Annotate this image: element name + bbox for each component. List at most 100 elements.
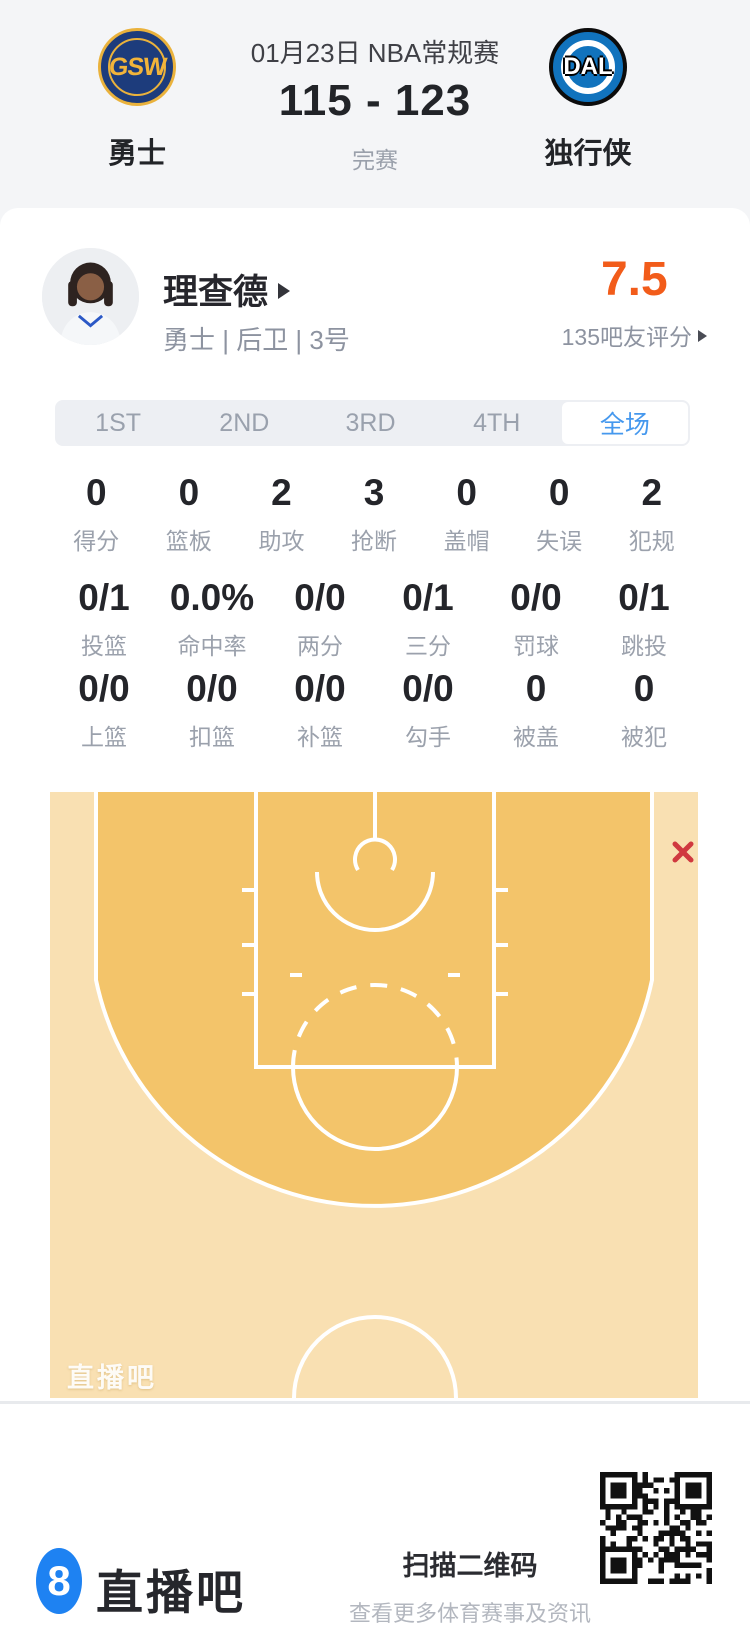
- avatar-photo: [42, 248, 139, 345]
- stat-value: 0/1: [78, 577, 130, 618]
- court-watermark: 直播吧: [67, 1363, 157, 1393]
- stat-points: 0 得分: [50, 474, 143, 556]
- stat-label: 跳投: [621, 633, 667, 659]
- player-name-row[interactable]: 理查德: [163, 264, 291, 315]
- stat-value: 0/0: [186, 668, 238, 709]
- home-team-abbr: GSW: [107, 52, 167, 81]
- stat-label: 投篮: [81, 633, 127, 659]
- stat-value: 0/0: [510, 577, 562, 618]
- stat-label: 两分: [297, 633, 343, 659]
- stat-label: 罚球: [513, 633, 559, 659]
- stat-label: 勾手: [405, 724, 451, 750]
- tab-4th[interactable]: 4TH: [473, 408, 521, 437]
- stat-putback: 0/0 补篮: [266, 670, 374, 752]
- stat-blocks: 0 盖帽: [420, 474, 513, 556]
- stat-label: 三分: [405, 633, 451, 659]
- stat-value: 0/0: [294, 668, 346, 709]
- stats-row-shooting: 0/1 投篮 0.0% 命中率 0/0 两分 0/1 三分 0/0 罚球 0/1 跳投: [50, 579, 698, 661]
- stat-label: 得分: [73, 528, 120, 554]
- away-team-abbr: DAL: [563, 53, 613, 80]
- dal-logo-ring: [561, 40, 615, 94]
- stat-fouled: 0 被犯: [590, 670, 698, 752]
- stat-jumpshot: 0/1 跳投: [590, 579, 698, 661]
- stat-steals: 3 抢断: [328, 474, 421, 556]
- stat-value: 0: [548, 472, 570, 513]
- scan-subtitle: 查看更多体育赛事及资讯: [348, 1601, 591, 1626]
- stat-label: 上篮: [81, 724, 127, 750]
- stat-ft: 0/0 罚球: [482, 579, 590, 661]
- stat-value: 0: [456, 472, 477, 513]
- stat-rebounds: 0 篮板: [143, 474, 236, 556]
- stat-label: 补篮: [297, 724, 343, 750]
- stat-value: 0.0%: [169, 577, 255, 618]
- tab-2nd[interactable]: 2ND: [219, 408, 270, 437]
- game-date-title: 01月23日 NBA常规赛: [250, 38, 500, 68]
- gsw-logo-ring: [108, 38, 166, 96]
- stat-value: 0: [178, 472, 200, 513]
- stat-value: 2: [641, 472, 663, 513]
- qr-code: [600, 1472, 712, 1584]
- brand-8-logo: 8: [36, 1548, 82, 1614]
- stat-label: 盖帽: [443, 528, 490, 554]
- stat-value: 3: [363, 472, 385, 513]
- home-team-name: 勇士: [107, 138, 166, 170]
- stats-row-shot-types: 0/0 上篮 0/0 扣篮 0/0 补篮 0/0 勾手 0 被盖 0 被犯: [50, 670, 698, 752]
- stat-label: 抢断: [351, 528, 398, 554]
- home-team-logo: GSW: [98, 28, 176, 106]
- stat-layup: 0/0 上篮: [50, 670, 158, 752]
- stat-hook: 0/0 勾手: [374, 670, 482, 752]
- miss-x-icon: [672, 841, 694, 863]
- stat-2pt: 0/0 两分: [266, 579, 374, 661]
- player-meta: 勇士 | 后卫 | 3号: [163, 325, 350, 355]
- tab-full-game[interactable]: 全场: [561, 402, 689, 444]
- rating-votes-label: 135吧友评分: [561, 324, 692, 350]
- game-score: 115 - 123: [278, 76, 472, 125]
- tab-1st[interactable]: 1ST: [95, 408, 142, 437]
- stat-value: 0/0: [294, 577, 346, 618]
- stat-value: 0/1: [402, 577, 454, 618]
- player-rating: 7.5: [600, 253, 668, 306]
- brand-name: 直播吧: [96, 1566, 246, 1619]
- player-stats-card: 理查德 勇士 | 后卫 | 3号 7.5 135吧友评分 1ST 2ND 3RD…: [0, 208, 750, 1401]
- away-team-name: 独行侠: [544, 138, 632, 170]
- shot-marker-miss[interactable]: [671, 840, 695, 864]
- stat-value: 0/1: [618, 577, 670, 618]
- stat-blocked: 0 被盖: [482, 670, 590, 752]
- stat-value: 0/0: [78, 668, 130, 709]
- stat-value: 0: [525, 668, 547, 709]
- shot-chart: 直播吧: [50, 792, 698, 1398]
- stat-label: 扣篮: [189, 724, 235, 750]
- stat-value: 0: [86, 472, 107, 513]
- stat-label: 被犯: [621, 724, 667, 750]
- stat-label: 助攻: [258, 528, 305, 554]
- stat-turnovers: 0 失误: [513, 474, 606, 556]
- stat-value: 2: [271, 472, 292, 513]
- stat-dunk: 0/0 扣篮: [158, 670, 266, 752]
- stat-value: 0: [633, 668, 655, 709]
- game-status: 完赛: [352, 147, 398, 173]
- stat-label: 被盖: [513, 724, 559, 750]
- app-footer: 8 直播吧 扫描二维码 查看更多体育赛事及资讯: [0, 1404, 750, 1629]
- scan-title: 扫描二维码: [402, 1551, 538, 1581]
- player-name: 理查德: [163, 273, 269, 312]
- stat-fg-pct: 0.0% 命中率: [158, 579, 266, 661]
- stats-row-main: 0 得分 0 篮板 2 助攻 3 抢断 0 盖帽 0 失误 2 犯规: [50, 474, 698, 556]
- player-avatar: [42, 248, 139, 345]
- stat-3pt: 0/1 三分: [374, 579, 482, 661]
- away-team-logo: DAL: [549, 28, 627, 106]
- section-divider: [0, 1401, 750, 1404]
- arrow-right-icon: [698, 330, 707, 342]
- stat-label: 命中率: [177, 633, 247, 659]
- stat-label: 犯规: [628, 528, 675, 554]
- stat-label: 失误: [536, 528, 583, 554]
- stat-fg: 0/1 投篮: [50, 579, 158, 661]
- stat-assists: 2 助攻: [235, 474, 328, 556]
- scan-block: 扫描二维码 查看更多体育赛事及资讯: [345, 1544, 595, 1628]
- tab-3rd[interactable]: 3RD: [345, 408, 396, 437]
- stat-fouls: 2 犯规: [605, 474, 698, 556]
- court-svg: [50, 792, 698, 1398]
- rating-block: 7.5 135吧友评分: [562, 256, 707, 352]
- stat-label: 篮板: [165, 528, 212, 554]
- game-header: GSW 01月23日 NBA常规赛 115 - 123 完赛 勇士 DAL 独行…: [0, 0, 750, 208]
- rating-votes-link[interactable]: 135吧友评分: [562, 318, 707, 352]
